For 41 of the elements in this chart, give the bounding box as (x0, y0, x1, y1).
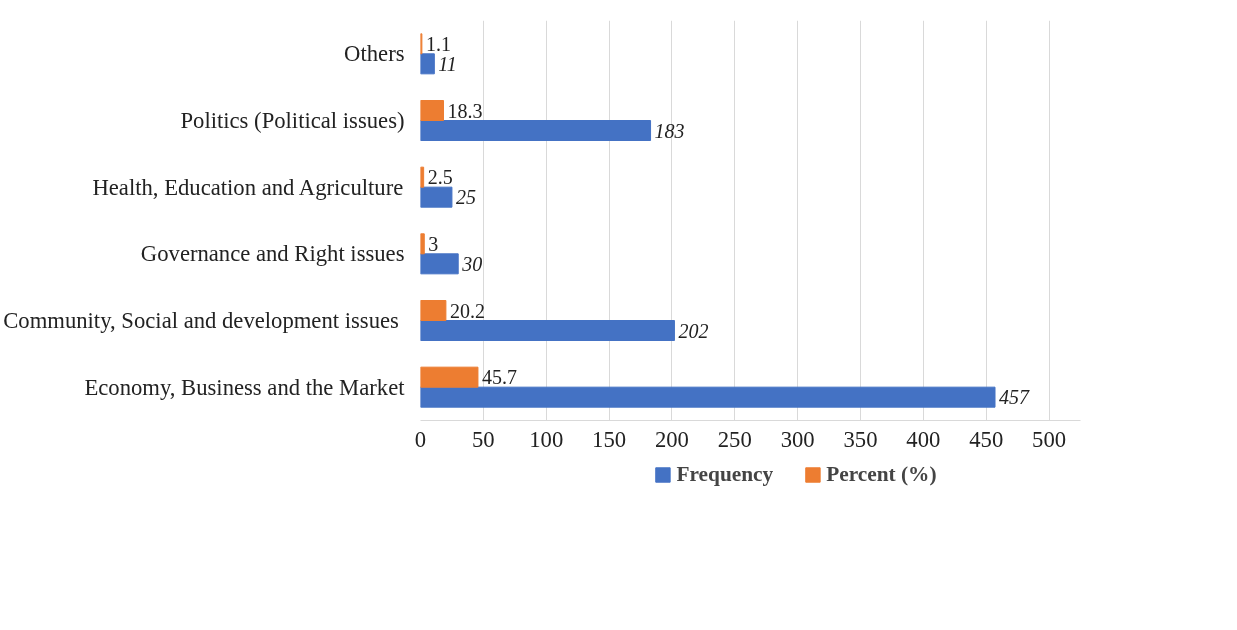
data-label: 45.7 (481, 366, 517, 389)
data-label: 1.1 (425, 32, 451, 55)
x-tick-label: 0 (414, 426, 427, 452)
data-label: 457 (999, 386, 1031, 409)
bar (420, 233, 425, 255)
data-label: 3 (428, 232, 439, 255)
x-tick-label: 200 (654, 426, 689, 452)
y-tick-label: Others (344, 41, 405, 67)
data-label: 30 (461, 252, 483, 275)
x-tick-label: 300 (780, 426, 815, 452)
data-label: 25 (455, 186, 476, 209)
x-tick-label: 500 (1032, 426, 1067, 452)
data-label: 11 (438, 52, 457, 75)
y-tick-label: Politics (Political issues) (180, 108, 405, 133)
bar (420, 300, 447, 321)
y-tick-label: Governance and Right issues (140, 241, 405, 267)
x-tick-label: 50 (472, 426, 495, 452)
bar (420, 186, 453, 208)
y-tick-label: Health, Education and Agriculture (92, 174, 404, 200)
y-tick-label: Community, Social and development issues (3, 308, 399, 333)
bar (420, 366, 479, 388)
data-label: 20.2 (449, 299, 485, 322)
y-tick-label: Economy, Business and the Market (84, 374, 406, 400)
data-label: 18.3 (447, 99, 483, 122)
data-label: 183 (654, 119, 685, 142)
x-tick-label: 250 (717, 426, 752, 452)
legend-label: Percent (%) (826, 461, 937, 487)
data-label: 2.5 (427, 166, 453, 189)
data-label: 202 (678, 319, 709, 342)
x-tick-label: 100 (529, 426, 564, 452)
x-tick-label: 450 (969, 426, 1004, 452)
bar (420, 386, 996, 408)
x-tick-label: 150 (592, 426, 627, 452)
x-tick-label: 350 (843, 426, 878, 452)
bar (420, 253, 459, 275)
bar (420, 100, 445, 121)
bar (420, 320, 675, 341)
bar (420, 120, 652, 141)
x-tick-label: 400 (906, 426, 941, 452)
bar (420, 53, 435, 75)
legend-label: Frequency (676, 461, 774, 487)
